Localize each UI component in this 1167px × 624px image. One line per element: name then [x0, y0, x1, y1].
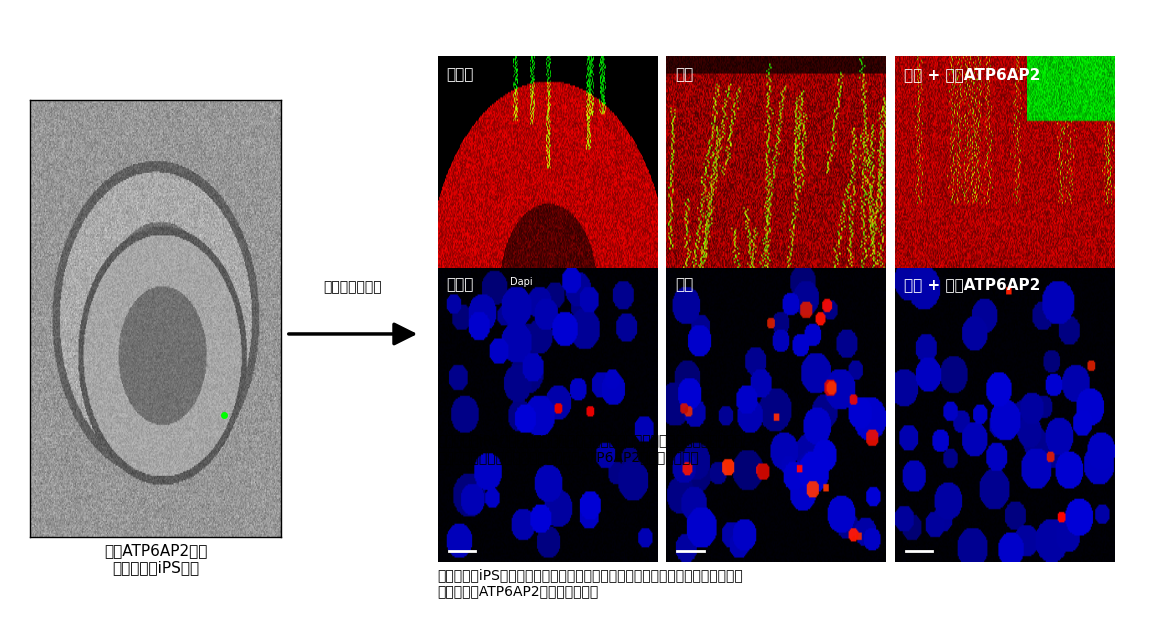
Text: 正常人: 正常人 [447, 277, 474, 292]
Text: 患者: 患者 [676, 277, 693, 292]
Text: 在由患者的iPS细胞分化而来的神经祖细胞（红色）中，异常部位发生了神经细胞
成熟现象（绿色），但通过表达正常的ATP6AP2，分化变得正常: 在由患者的iPS细胞分化而来的神经祖细胞（红色）中，异常部位发生了神经细胞 成熟… [438, 434, 743, 464]
Text: 分化为神经细胞: 分化为神经细胞 [323, 280, 383, 294]
Text: 患者: 患者 [676, 67, 693, 82]
Text: Dapi: Dapi [510, 277, 532, 287]
Text: 患者 + 正常ATP6AP2: 患者 + 正常ATP6AP2 [904, 277, 1040, 292]
Text: 源自ATP6AP2基因
突变患者的iPS细胞: 源自ATP6AP2基因 突变患者的iPS细胞 [104, 543, 208, 575]
Text: 在由患者的iPS细胞分化而来的神经细胞中，细胞死亡现象（红色）增加，但通过
表达正常的ATP6AP2，细胞死亡减少: 在由患者的iPS细胞分化而来的神经细胞中，细胞死亡现象（红色）增加，但通过 表达… [438, 568, 743, 598]
Text: 正常人: 正常人 [447, 67, 474, 82]
Text: 患者 + 正常ATP6AP2: 患者 + 正常ATP6AP2 [904, 67, 1040, 82]
